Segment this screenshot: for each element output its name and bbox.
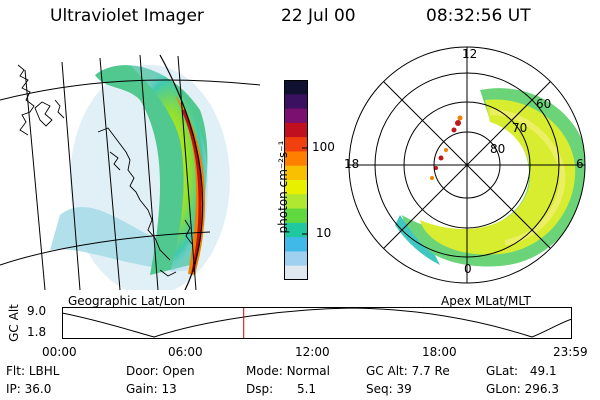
glat-value: 49.1 [529,364,557,378]
mlt-label-6: 6 [576,157,584,171]
colorbar-stripe [284,237,308,252]
flt-label: Flt: [6,364,25,378]
orbit-xtick-1800: 18:00 [422,345,457,359]
colorbar-stripe [284,108,308,124]
gcalt-label: GC Alt: [366,364,408,378]
polar-plot [348,46,586,284]
map-lower-glow [50,206,175,270]
gain-label: Gain: [126,382,158,396]
glon-label: GLon: [486,382,521,396]
orbit-xtick-0000: 00:00 [42,345,77,359]
colorbar-stripe [284,80,308,95]
time-label: 08:32:56 UT [426,6,531,26]
status-door: Door: Open [126,364,195,378]
glat-label: GLat: [486,364,519,378]
door-value: Open [162,364,195,378]
status-seq: Seq: 39 [366,382,412,396]
polar-aurora-ridge [489,109,566,246]
orbit-altitude-plot [62,307,572,339]
colorbar-stripe [284,180,308,195]
orbit-ylabel: GC Alt [7,304,21,342]
polar-aurora-band [420,99,576,255]
earth-limb [159,54,204,290]
mlt-label-0: 0 [464,262,472,276]
color-scale-bar [284,80,308,280]
mode-value: Normal [286,364,330,378]
colorbar-stripe [284,165,308,181]
gcalt-value: 7.7 Re [411,364,450,378]
polar-plot-caption: Apex MLat/MLT [441,294,531,308]
map-coastlines [17,64,193,277]
dsp-label: Dsp: [246,382,274,396]
colorbar-stripe [284,94,308,110]
orbit-ytick-max: 9.0 [27,304,47,318]
geographic-map [0,54,260,290]
ip-value: 36.0 [24,382,52,396]
polar-mlt-spokes [349,47,585,283]
instrument-title: Ultraviolet Imager [50,6,204,26]
glon-value: 296.3 [524,382,559,396]
gain-value: 13 [161,382,177,396]
colorbar-tick-label-100: 100 [312,140,335,154]
colorbar-stripe [284,251,308,267]
ip-label: IP: [6,382,21,396]
status-dsp: Dsp: 5.1 [246,382,316,396]
mlat-label-70: 70 [512,121,528,135]
mode-label: Mode: [246,364,283,378]
polar-warm-spots [430,115,463,180]
polar-aurora-tail [395,215,440,265]
left-map-caption: Geographic Lat/Lon [68,294,186,308]
orbit-xtick-0600: 06:00 [168,345,203,359]
colorbar-tick-label-10: 10 [316,226,332,240]
status-mode: Mode: Normal [246,364,330,378]
seq-value: 39 [396,382,412,396]
status-ip: IP: 36.0 [6,382,51,396]
status-glon: GLon: 296.3 [486,382,559,396]
orbit-xtick-2359: 23:59 [553,345,588,359]
colorbar-stripe [284,151,308,167]
map-aurora-peak [181,109,202,273]
seq-label: Seq: [366,382,393,396]
colorbar-stripe [284,208,308,224]
mlt-label-18: 18 [344,157,360,171]
orbit-plot-frame [62,307,572,339]
door-label: Door: [126,364,159,378]
dsp-value: 5.1 [296,382,317,396]
polar-hotspots [434,120,461,170]
status-glat: GLat: 49.1 [486,364,557,378]
status-gc-alt: GC Alt: 7.7 Re [366,364,450,378]
mlat-label-60: 60 [536,97,552,111]
map-parallels [0,79,260,266]
orbit-ytick-min: 1.8 [27,325,47,339]
date-label: 22 Jul 00 [281,6,356,26]
colorbar-unit-label: photon cm⁻²s⁻¹ [276,140,290,234]
status-gain: Gain: 13 [126,382,177,396]
orbit-xtick-1200: 12:00 [295,345,330,359]
colorbar-stripe [284,194,308,210]
map-aurora-band [130,65,208,272]
mlt-label-12: 12 [462,47,478,61]
mlat-label-80: 80 [490,142,506,156]
status-flt: Flt: LBHL [6,364,59,378]
orbit-altitude-curve [62,307,572,338]
flt-value: LBHL [28,364,60,378]
colorbar-stripe [284,265,308,280]
colorbar-stripe [284,122,308,138]
